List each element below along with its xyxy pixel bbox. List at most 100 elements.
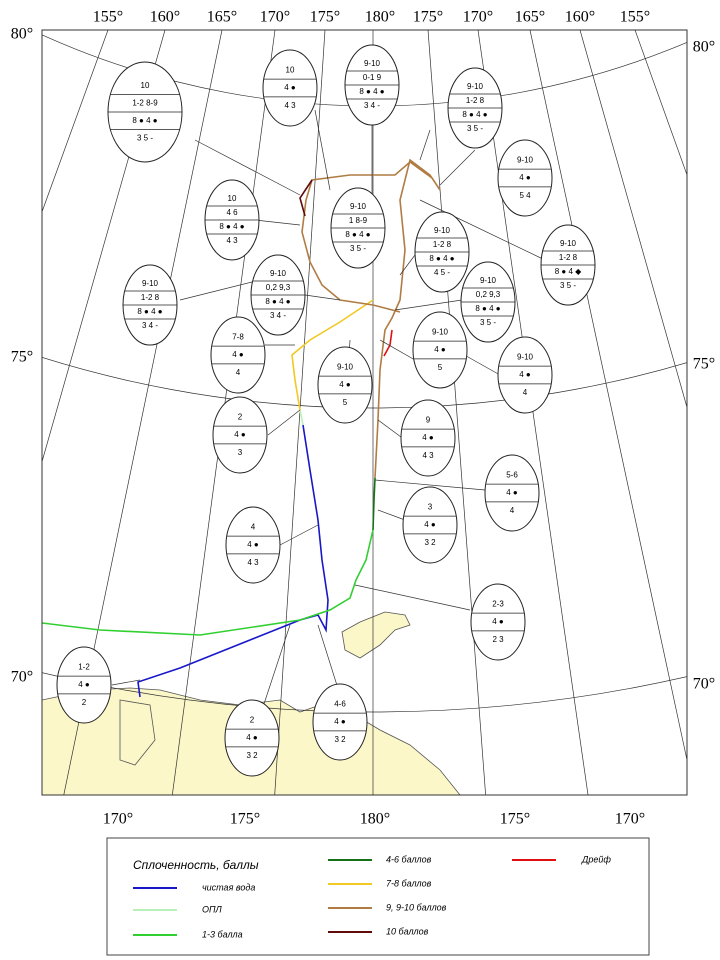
ice-egg: 7-8 4 ● 4 — [210, 316, 266, 394]
longitude-label: 170° — [463, 9, 493, 26]
egg-code: 8 ● 4 ◆ — [555, 267, 582, 276]
egg-code: 0-1 9 — [363, 73, 382, 82]
egg-code: 9-10 — [270, 269, 287, 278]
ice-egg: 2 4 ● 3 2 — [224, 699, 280, 777]
egg-code: 4 — [236, 368, 241, 377]
longitude-label: 170° — [260, 9, 290, 26]
egg-code: 1-2 8 — [433, 240, 452, 249]
egg-code: 3 2 — [246, 751, 258, 760]
land-bay — [119, 699, 156, 766]
egg-code: 9-10 — [350, 202, 367, 211]
ice-egg: 10 4 ● 4 3 — [262, 49, 318, 127]
ice-egg: 9-10 4 ● 5 4 — [497, 139, 553, 217]
egg-code: 1-2 8 — [466, 96, 485, 105]
egg-code: 3 — [238, 448, 243, 457]
longitude-label: 165° — [207, 9, 237, 26]
ice-egg: 2 4 ● 3 — [212, 396, 268, 474]
egg-outline — [484, 454, 540, 532]
egg-code: 4 ● — [334, 717, 346, 726]
longitude-label: 160° — [565, 9, 595, 26]
parallel — [42, 356, 687, 409]
egg-outline — [317, 346, 373, 424]
egg-code: 8 ● 4 ● — [462, 110, 487, 119]
egg-code: 0,2 9,3 — [476, 290, 501, 299]
egg-code: 3 4 - — [142, 321, 158, 330]
egg-outline — [225, 506, 281, 584]
ice-egg: 9-10 1-2 8 8 ● 4 ● 3 5 - — [447, 67, 503, 149]
meridian — [171, 30, 276, 795]
egg-code: 10 — [141, 81, 150, 90]
egg-code: 3 — [428, 502, 433, 511]
egg-code: 4 — [510, 506, 515, 515]
egg-code: 4 3 — [226, 236, 238, 245]
legend-label: чистая вода — [202, 882, 255, 892]
longitude-label: 175° — [500, 811, 530, 828]
egg-code: 2 3 — [492, 635, 504, 644]
meridian — [529, 30, 687, 762]
ice-egg: 9-10 1-2 8 8 ● 4 ◆ 3 5 - — [540, 224, 596, 306]
egg-code: 3 4 - — [364, 101, 380, 110]
egg-code: 8 ● 4 ● — [345, 230, 370, 239]
egg-code: 9-10 — [480, 276, 497, 285]
ice-egg: 1-2 4 ● 2 — [56, 646, 112, 724]
egg-code: 8 ● 4 ● — [132, 116, 157, 125]
egg-code: 9-10 — [142, 279, 159, 288]
legend-label: Дрейф — [581, 854, 611, 864]
egg-code: 2 — [238, 412, 243, 421]
egg-outline — [412, 311, 468, 389]
egg-code: 3 5 - — [560, 281, 576, 290]
egg-code: 2-3 — [492, 599, 504, 608]
map-frame — [41, 29, 688, 796]
egg-code: 9 — [426, 415, 431, 424]
ice-egg: 9-10 4 ● 5 — [317, 346, 373, 424]
meridian — [274, 30, 326, 795]
ice-egg: 9-10 4 ● 4 — [497, 336, 553, 414]
egg-code: 2 — [82, 698, 87, 707]
egg-code: 4 ● — [434, 345, 446, 354]
egg-code: 3 5 - — [467, 124, 483, 133]
ice-egg: 9-10 0,2 9,3 8 ● 4 ● 3 4 - — [250, 254, 306, 336]
egg-code: 3 2 — [424, 538, 436, 547]
legend-label: 1-3 балла — [202, 929, 243, 939]
longitude-label: 165° — [515, 9, 545, 26]
longitude-label: 155° — [93, 9, 123, 26]
egg-outline — [312, 683, 368, 761]
latitude-label: 80° — [693, 39, 715, 56]
egg-code: 2 — [250, 715, 255, 724]
legend-label: 4-6 баллов — [386, 854, 432, 864]
longitude-label: 175° — [230, 811, 260, 828]
egg-code: 4 ● — [519, 370, 531, 379]
egg-code: 1-2 8 — [141, 293, 160, 302]
legend-label: 7-8 баллов — [386, 878, 432, 888]
egg-code: 4 ● — [247, 540, 259, 549]
egg-outline — [470, 583, 526, 661]
egg-code: 4 ● — [506, 488, 518, 497]
egg-code: 3 5 - — [350, 244, 366, 253]
longitude-label: 175° — [413, 9, 443, 26]
egg-code: 8 ● 4 ● — [475, 304, 500, 313]
meridian — [63, 30, 223, 795]
egg-code: 4 3 — [284, 101, 296, 110]
egg-code: 1-2 — [78, 662, 90, 671]
egg-code: 8 ● 4 ● — [137, 307, 162, 316]
route-segment — [372, 477, 376, 531]
ice-egg: 9-10 1 8-9 8 ● 4 ● 3 5 - — [330, 187, 386, 269]
egg-code: 7-8 — [232, 332, 244, 341]
egg-code: 8 ● 4 ● — [359, 87, 384, 96]
ice-egg: 9-10 1-2 8 8 ● 4 ● 3 4 - — [122, 264, 178, 346]
egg-code: 4 ● — [78, 680, 90, 689]
meridian — [42, 30, 109, 213]
egg-outline — [56, 646, 112, 724]
egg-outline — [262, 49, 318, 127]
egg-code: 3 5 - — [480, 318, 496, 327]
meridian — [579, 30, 687, 409]
ice-egg: 9 4 ● 4 3 — [400, 399, 456, 477]
egg-code: 1-2 8-9 — [132, 98, 158, 107]
ice-egg: 4 4 ● 4 3 — [225, 506, 281, 584]
route-segment — [299, 179, 313, 217]
egg-code: 9-10 — [517, 155, 534, 164]
egg-code: 4-6 — [334, 699, 346, 708]
egg-code: 4 ● — [232, 350, 244, 359]
egg-code: 4 ● — [492, 617, 504, 626]
egg-code: 10 — [286, 65, 295, 74]
